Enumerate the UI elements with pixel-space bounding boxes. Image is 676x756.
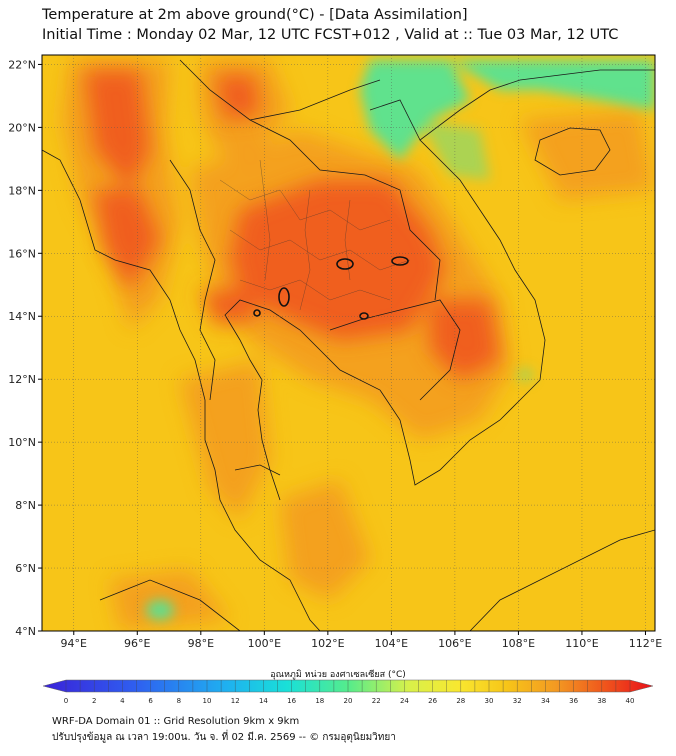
colorbar-tick-label: 8 [177, 697, 181, 705]
colorbar-tick-label: 24 [400, 697, 409, 705]
lat-label: 4°N [15, 625, 36, 638]
footer-model-info: WRF-DA Domain 01 :: Grid Resolution 9km … [52, 716, 300, 727]
border-cambodia [329, 299, 461, 401]
lon-label: 110°E [565, 637, 598, 650]
colorbar-tick-label: 26 [428, 697, 437, 705]
lon-label: 104°E [375, 637, 408, 650]
lat-label: 10°N [8, 436, 36, 449]
footer-update-info: ปรับปรุงข้อมูล ณ เวลา 19:00น. วัน จ. ที่… [52, 732, 396, 743]
border-myanmar-thailand [169, 159, 216, 401]
colorbar-tick-label: 38 [597, 697, 606, 705]
lat-label: 8°N [15, 499, 36, 512]
coastline-sumatra [99, 579, 241, 631]
lat-label: 20°N [8, 121, 36, 134]
coastline-borneo [469, 529, 655, 631]
lon-label: 102°E [311, 637, 344, 650]
map-frame [41, 54, 656, 632]
colorbar-tick-label: 32 [513, 697, 522, 705]
colorbar-tick-label: 34 [541, 697, 550, 705]
map-subtitle: Initial Time : Monday 02 Mar, 12 UTC FCS… [42, 27, 619, 43]
lat-label: 18°N [8, 184, 36, 197]
colorbar-tick-label: 14 [259, 697, 268, 705]
colorbar-tick-label: 20 [344, 697, 353, 705]
colorbar-tick-label: 40 [626, 697, 635, 705]
gridlines [38, 55, 655, 635]
isotherm-contours [253, 256, 409, 320]
province-boundaries [219, 159, 411, 311]
lon-label: 98°E [188, 637, 214, 650]
lat-label: 14°N [8, 310, 36, 323]
map-title: Temperature at 2m above ground(°C) - [Da… [42, 7, 468, 23]
colorbar-tick-label: 10 [203, 697, 212, 705]
colorbar-tick-label: 4 [120, 697, 125, 705]
lon-label: 108°E [502, 637, 535, 650]
lon-label: 112°E [629, 637, 662, 650]
cool-areas [146, 60, 655, 620]
colorbar-tick-label: 22 [372, 697, 381, 705]
temperature-field [42, 55, 655, 631]
hot-areas [85, 70, 500, 380]
lon-label: 94°E [61, 637, 87, 650]
colorbar-label: อุณหภูมิ หน่วย องศาเซลเซียส (°C) [270, 670, 406, 680]
colorbar-tick-label: 16 [287, 697, 296, 705]
lon-label: 106°E [438, 637, 471, 650]
colorbar-ticks: 0 2 4 6 8 10 12 14 16 18 20 22 24 26 28 30 32 34 36 38 40 [64, 680, 635, 705]
border-vietnam [369, 99, 421, 141]
colorbar-tick-label: 36 [569, 697, 578, 705]
colorbar-tick-label: 18 [315, 697, 324, 705]
coastline-mainland [42, 149, 321, 631]
lat-label: 16°N [8, 247, 36, 260]
coastlines-borders [42, 59, 655, 631]
lon-label: 96°E [124, 637, 150, 650]
longitude-labels: 94°E 96°E 98°E 100°E 102°E 104°E 106°E 108°E 110… [61, 637, 663, 650]
colorbar-tick-label: 6 [148, 697, 153, 705]
lat-label: 12°N [8, 373, 36, 386]
lon-label: 100°E [248, 637, 281, 650]
border-malaysia [234, 464, 281, 476]
colorbar: 0 2 4 6 8 10 12 14 16 18 20 22 24 26 28 30 32 34 36 38 40 [42, 679, 654, 705]
border-china [179, 59, 381, 121]
latitude-labels: 22°N 20°N 18°N 16°N 14°N 12°N 10°N 8°N 6°N 4°N [8, 58, 36, 638]
colorbar-tick-label: 28 [456, 697, 465, 705]
colorbar-tick-label: 2 [92, 697, 96, 705]
colorbar-tick-label: 0 [64, 697, 68, 705]
border-laos [249, 119, 441, 301]
colorbar-tick-label: 12 [231, 697, 240, 705]
coastline-hainan [534, 127, 611, 176]
lat-label: 22°N [8, 58, 36, 71]
lat-label: 6°N [15, 562, 36, 575]
colorbar-tick-label: 30 [485, 697, 494, 705]
